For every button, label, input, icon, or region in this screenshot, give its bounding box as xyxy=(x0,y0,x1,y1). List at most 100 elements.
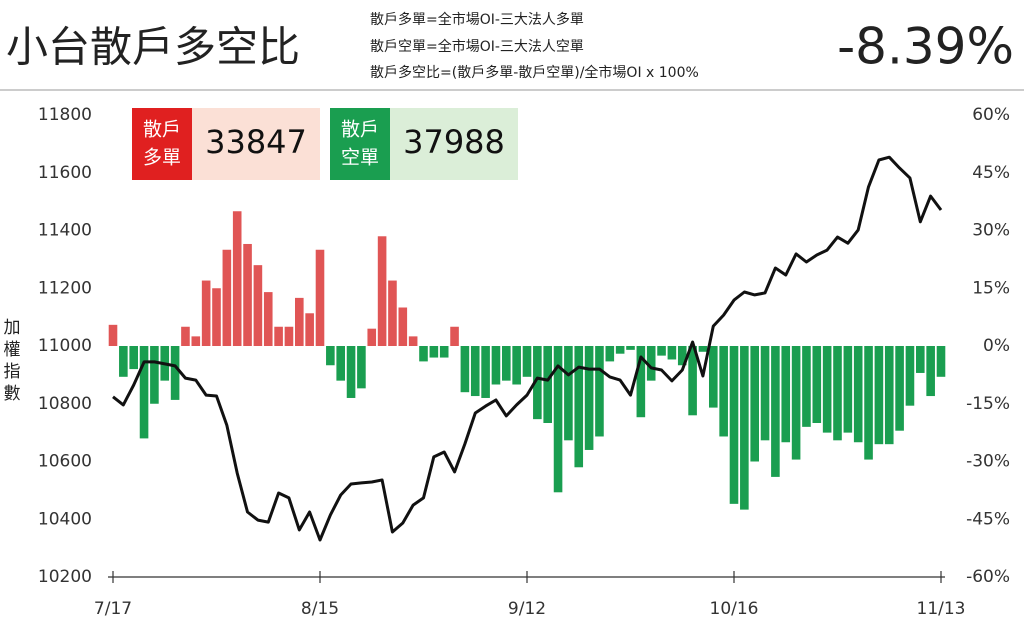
bar xyxy=(812,346,822,423)
bar xyxy=(274,326,283,346)
y2-tick-label: 0% xyxy=(983,336,1010,356)
x-tick-label: 10/16 xyxy=(710,599,759,619)
box-value: 37988 xyxy=(403,123,505,161)
y-tick-label: 10800 xyxy=(38,394,92,414)
bar xyxy=(760,346,770,441)
bar xyxy=(615,346,625,354)
y2-tick-label: -45% xyxy=(966,509,1010,529)
bar xyxy=(833,346,842,441)
bar xyxy=(522,346,532,377)
x-tick-label: 8/15 xyxy=(301,599,339,619)
y2-tick-label: 15% xyxy=(972,278,1010,298)
bar xyxy=(657,346,666,356)
bar xyxy=(377,236,387,346)
bar xyxy=(295,297,304,346)
bar xyxy=(646,346,656,381)
bar xyxy=(905,346,915,406)
bar xyxy=(470,346,480,397)
bar xyxy=(139,346,149,439)
box-label: 散戶 xyxy=(341,119,379,141)
bar xyxy=(150,346,159,404)
y-tick-label: 10600 xyxy=(38,452,92,472)
box-bg xyxy=(390,108,518,180)
bar xyxy=(181,326,190,346)
bar xyxy=(263,292,273,346)
x-tick-label: 11/13 xyxy=(917,599,966,619)
y-tick-label: 11600 xyxy=(38,163,92,183)
bar xyxy=(367,328,377,346)
bar xyxy=(843,346,853,433)
note: 散戶空單=全市場OI-三大法人空單 xyxy=(370,38,584,55)
bar xyxy=(491,346,501,385)
box-label: 空單 xyxy=(341,147,379,169)
bar xyxy=(574,346,584,468)
bar xyxy=(729,346,739,504)
x-tick-label: 7/17 xyxy=(94,599,132,619)
bar xyxy=(564,346,573,441)
box-label-bg xyxy=(132,108,192,180)
bar xyxy=(129,346,138,370)
bar xyxy=(201,280,211,346)
box-label: 散戶 xyxy=(143,119,181,141)
y2-tick-label: -30% xyxy=(966,452,1010,472)
bar xyxy=(926,346,935,397)
bar xyxy=(284,326,294,346)
bar xyxy=(667,346,677,360)
bar xyxy=(533,346,542,420)
y2-tick-label: 30% xyxy=(972,221,1010,241)
y2-tick-label: 60% xyxy=(972,105,1010,125)
bar xyxy=(408,336,418,346)
bar xyxy=(895,346,904,431)
box-bg xyxy=(192,108,320,180)
y2-tick-label: 45% xyxy=(972,163,1010,183)
bar xyxy=(853,346,863,443)
bar xyxy=(450,326,459,346)
bar xyxy=(936,346,946,377)
bar xyxy=(243,243,252,346)
bar xyxy=(916,346,925,373)
bar xyxy=(429,346,439,358)
bar xyxy=(170,346,180,400)
bar xyxy=(346,346,356,398)
box-value: 33847 xyxy=(205,123,307,161)
chart-title: 小台散戶多空比 xyxy=(6,23,300,72)
bar xyxy=(460,346,470,393)
bar xyxy=(253,265,263,346)
bar xyxy=(336,346,345,381)
bar xyxy=(781,346,791,443)
bar xyxy=(212,288,221,346)
bar xyxy=(119,346,128,377)
bar xyxy=(595,346,604,437)
bar xyxy=(584,346,594,450)
bar xyxy=(791,346,801,460)
bar xyxy=(874,346,884,445)
bar xyxy=(605,346,615,362)
bar xyxy=(677,346,687,366)
bar xyxy=(626,346,635,350)
bar xyxy=(326,346,335,366)
bar xyxy=(481,346,490,398)
bar xyxy=(388,280,397,346)
bar xyxy=(222,249,232,346)
y2-tick-label: -15% xyxy=(966,394,1010,414)
x-tick-label: 9/12 xyxy=(508,599,546,619)
bar xyxy=(108,324,118,346)
bar xyxy=(719,346,728,437)
y2-tick-label: -60% xyxy=(966,567,1010,587)
bar xyxy=(709,346,718,408)
bar xyxy=(305,313,314,346)
bar xyxy=(398,307,408,346)
box-label-bg xyxy=(330,108,390,180)
y-tick-label: 11000 xyxy=(38,336,92,356)
bar xyxy=(636,346,646,418)
box-label: 多單 xyxy=(143,147,181,169)
y-tick-label: 11800 xyxy=(38,105,92,125)
y-axis-label: 加權指數 xyxy=(4,318,21,404)
bar xyxy=(771,346,780,477)
y-tick-label: 11400 xyxy=(38,221,92,241)
bar xyxy=(740,346,749,510)
bar xyxy=(750,346,759,462)
y-tick-label: 11200 xyxy=(38,278,92,298)
bar xyxy=(864,346,873,460)
